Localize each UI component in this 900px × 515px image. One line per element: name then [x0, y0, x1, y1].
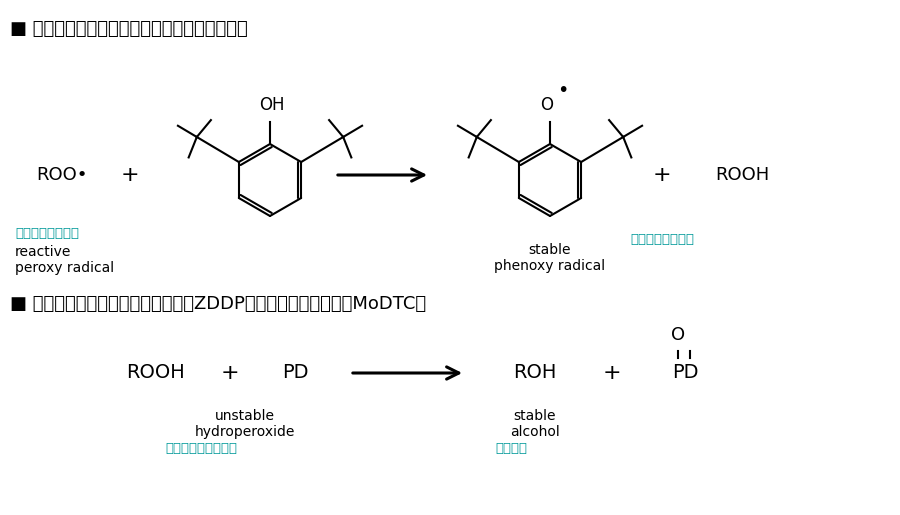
Text: stable: stable — [514, 409, 556, 423]
Text: ROO•: ROO• — [36, 166, 88, 184]
Text: +: + — [220, 363, 239, 383]
Text: +: + — [652, 165, 671, 185]
Text: unstable: unstable — [215, 409, 275, 423]
Text: stable: stable — [529, 243, 572, 257]
Text: OH: OH — [259, 96, 284, 114]
Text: 稳定的苯氧自由基: 稳定的苯氧自由基 — [630, 233, 694, 246]
Text: ROOH: ROOH — [126, 364, 184, 383]
Text: PD: PD — [282, 364, 308, 383]
Text: hydroperoxide: hydroperoxide — [194, 425, 295, 439]
Text: alcohol: alcohol — [510, 425, 560, 439]
Text: reactive: reactive — [15, 245, 71, 259]
Text: 不稳定的氢过氧化物: 不稳定的氢过氧化物 — [165, 442, 237, 455]
Text: O: O — [541, 96, 554, 114]
Text: +: + — [603, 363, 621, 383]
Text: ROOH: ROOH — [715, 166, 770, 184]
Text: •: • — [557, 81, 569, 100]
Text: 活泼的过氧自由基: 活泼的过氧自由基 — [15, 227, 79, 240]
Text: ■ 辅助抗氧剂（二烷基二硫代磷酸锌ZDDP，二烷基二硫代甲酸鉄MoDTC）: ■ 辅助抗氧剂（二烷基二硫代磷酸锌ZDDP，二烷基二硫代甲酸鉄MoDTC） — [10, 295, 426, 313]
Text: PD: PD — [671, 364, 698, 383]
Text: phenoxy radical: phenoxy radical — [494, 259, 606, 273]
Text: ROH: ROH — [513, 364, 557, 383]
Text: O: O — [670, 326, 685, 344]
Text: ■ 主抗氧剂（受阻酚类，烷基化二苯胺，萸胺）: ■ 主抗氧剂（受阻酚类，烷基化二苯胺，萸胺） — [10, 20, 248, 38]
Text: 稳定的醇: 稳定的醇 — [495, 442, 527, 455]
Text: +: + — [121, 165, 140, 185]
Text: peroxy radical: peroxy radical — [15, 261, 114, 275]
